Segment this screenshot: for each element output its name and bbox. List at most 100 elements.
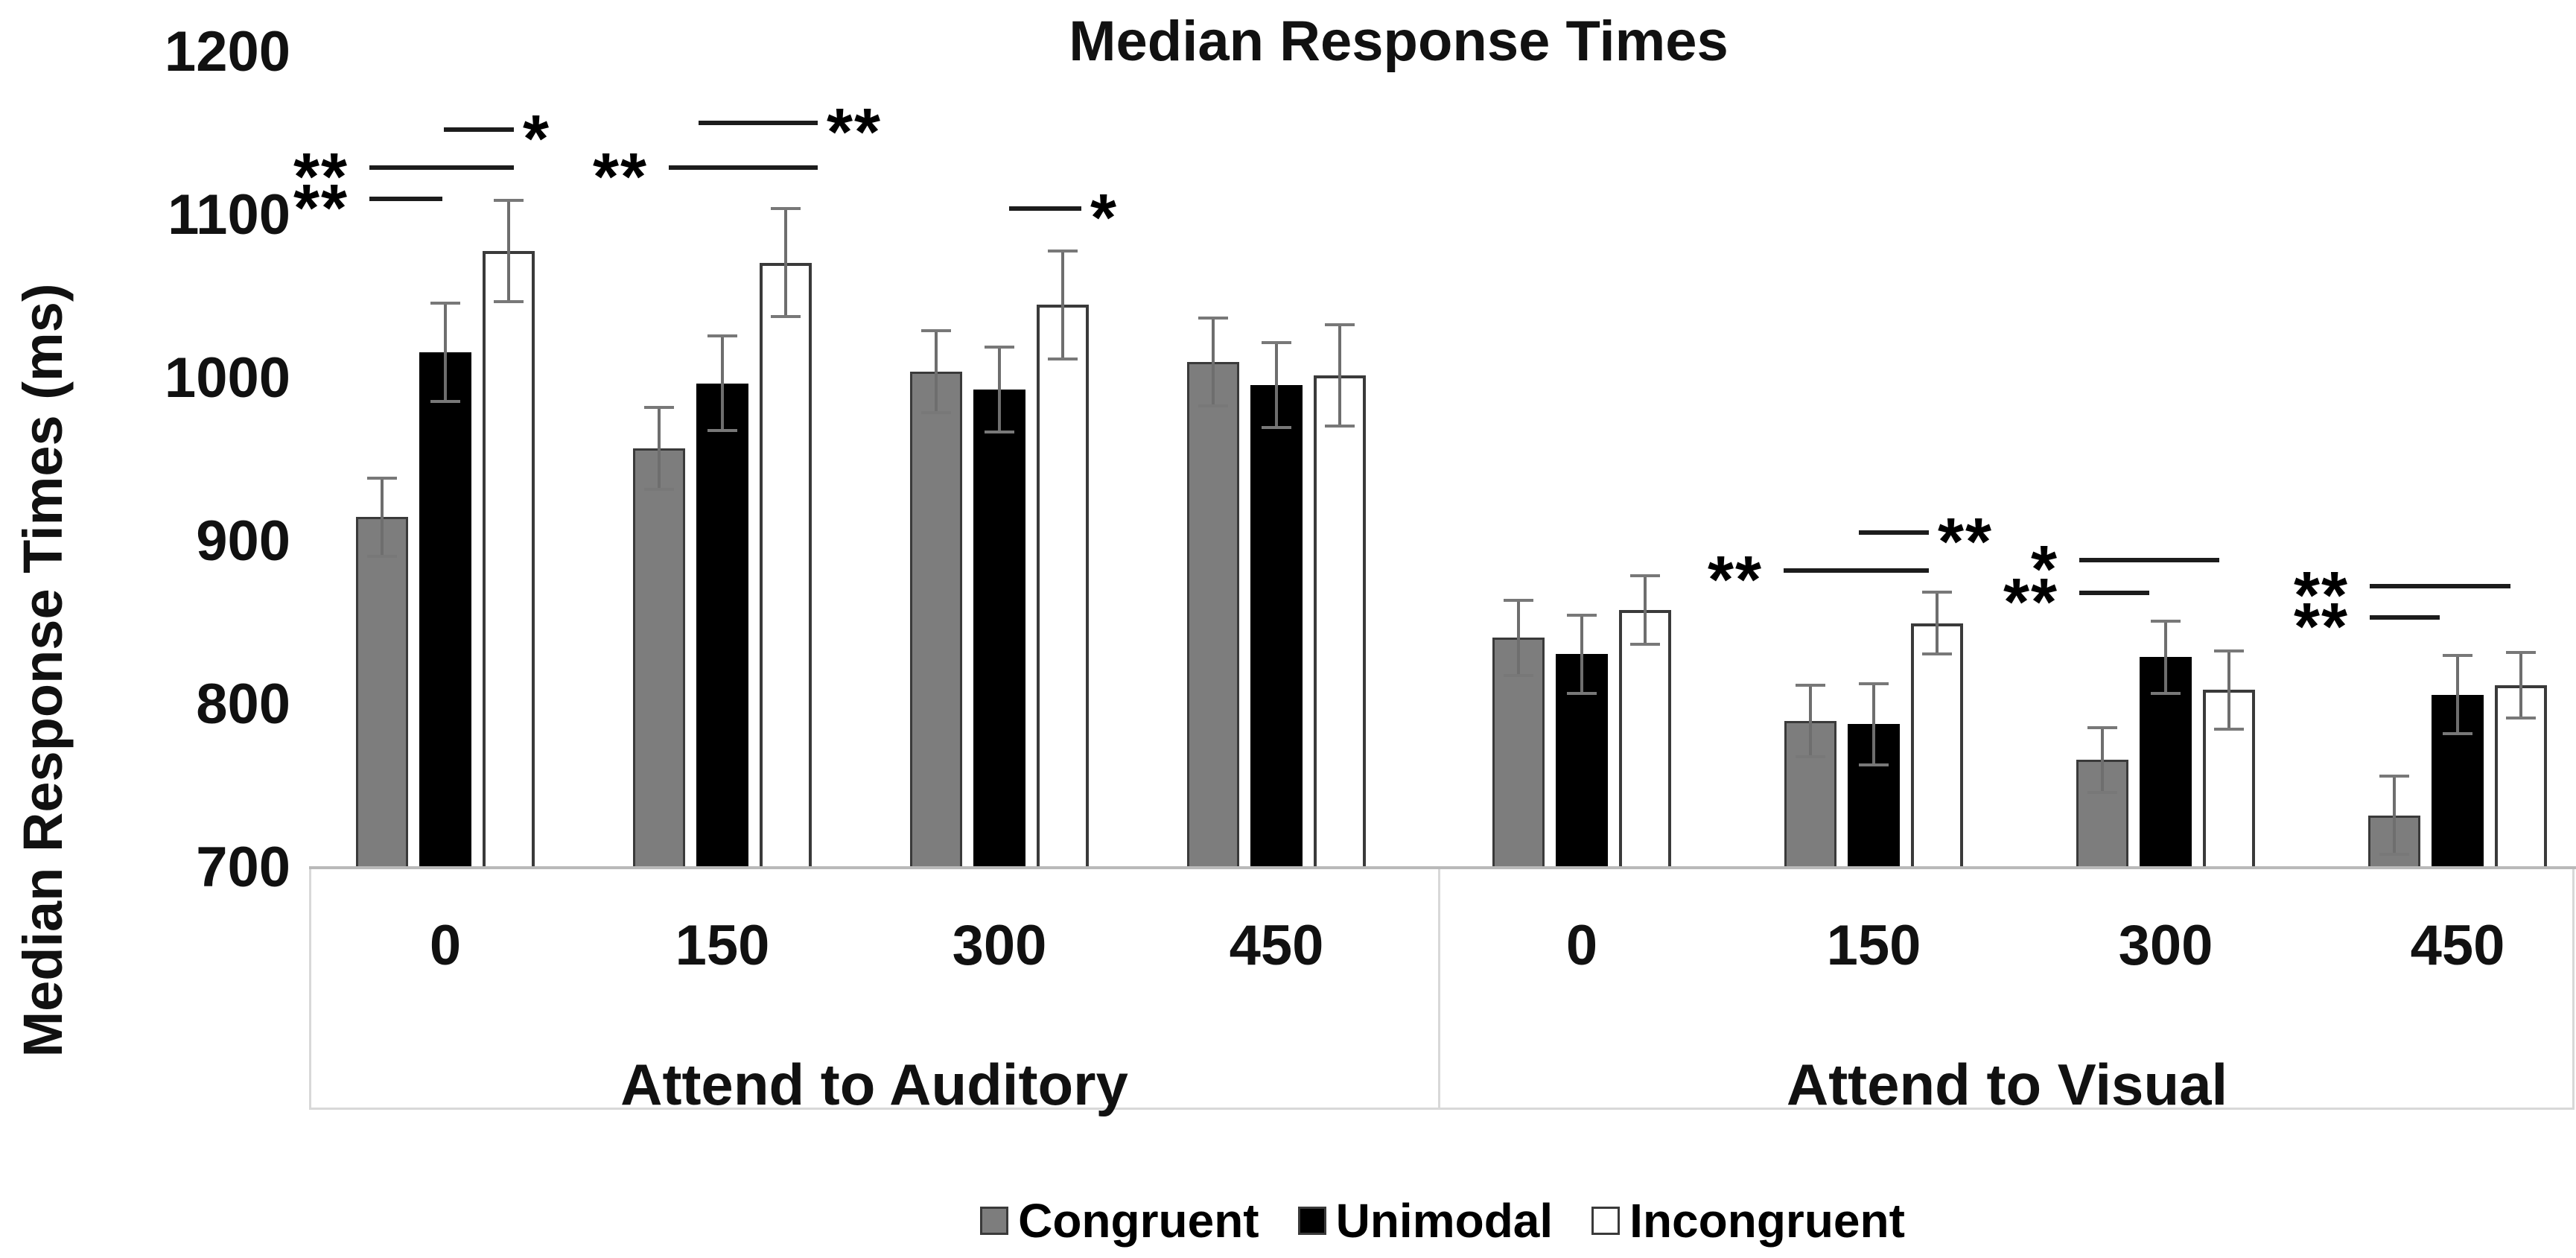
error-bar-congruent-visual-450-cap-bottom	[2379, 853, 2409, 856]
error-bar-unimodal-visual-450-cap-top	[2443, 654, 2472, 657]
significance-star-2: **	[293, 171, 349, 246]
bar-unimodal-auditory-150	[696, 384, 748, 869]
y-axis-title: Median Response Times (ms)	[12, 283, 74, 1058]
error-bar-incongruent-visual-150-cap-top	[1922, 591, 1952, 594]
bar-incongruent-visual-0	[1619, 610, 1671, 869]
error-bar-incongruent-auditory-150-cap-top	[771, 207, 801, 210]
significance-line-8	[2079, 558, 2219, 562]
error-bar-incongruent-auditory-0-cap-bottom	[494, 300, 524, 303]
significance-line-1	[369, 165, 514, 170]
error-bar-unimodal-visual-0-cap-top	[1567, 614, 1597, 617]
legend-item-incongruent: Incongruent	[1591, 1195, 1905, 1247]
error-bar-congruent-auditory-300-cap-top	[921, 329, 951, 332]
x-tick-label-auditory-450: 450	[1229, 914, 1324, 977]
significance-line-9	[2079, 591, 2149, 595]
group-label-visual: Attend to Visual	[1786, 1052, 2228, 1117]
error-bar-unimodal-visual-300-cap-top	[2151, 620, 2181, 623]
bar-unimodal-visual-300	[2140, 657, 2192, 869]
y-tick-label-1100: 1100	[168, 183, 290, 247]
error-bar-unimodal-visual-300	[2164, 621, 2167, 693]
bar-incongruent-auditory-450	[1314, 375, 1366, 869]
error-bar-unimodal-auditory-300	[998, 347, 1001, 432]
error-bar-congruent-visual-0-cap-bottom	[1504, 674, 1533, 677]
group-label-auditory: Attend to Auditory	[620, 1052, 1128, 1117]
error-bar-unimodal-auditory-150-cap-top	[707, 334, 737, 337]
error-bar-unimodal-auditory-450-cap-top	[1262, 341, 1291, 344]
bar-congruent-auditory-150	[633, 448, 685, 869]
x-tick-label-visual-300: 300	[2118, 914, 2213, 977]
error-bar-unimodal-visual-150-cap-top	[1859, 682, 1889, 685]
error-bar-unimodal-auditory-450-cap-bottom	[1262, 426, 1291, 429]
significance-line-3	[699, 121, 818, 125]
significance-line-2	[369, 197, 442, 201]
bar-unimodal-auditory-0	[419, 352, 471, 869]
chart-title: Median Response Times	[1069, 10, 1729, 73]
bar-incongruent-visual-150	[1911, 623, 1963, 869]
error-bar-incongruent-auditory-150	[784, 209, 787, 317]
error-bar-incongruent-auditory-300	[1061, 251, 1064, 359]
significance-line-6	[1859, 530, 1929, 535]
legend-label: Unimodal	[1335, 1194, 1553, 1248]
error-bar-congruent-visual-300	[2101, 728, 2104, 792]
error-bar-congruent-visual-0	[1517, 600, 1520, 676]
error-bar-unimodal-auditory-300-cap-top	[985, 346, 1014, 349]
x-tick-label-visual-450: 450	[2410, 914, 2505, 977]
legend-label: Congruent	[1018, 1194, 1259, 1248]
significance-line-11	[2370, 615, 2440, 620]
category-band-box	[309, 868, 2575, 1110]
error-bar-congruent-auditory-300-cap-bottom	[921, 411, 951, 414]
legend-label: Incongruent	[1629, 1194, 1905, 1248]
error-bar-congruent-auditory-300	[935, 331, 938, 413]
error-bar-congruent-auditory-150-cap-bottom	[644, 488, 674, 491]
significance-star-1: **	[293, 140, 349, 215]
error-bar-congruent-auditory-0-cap-bottom	[367, 555, 397, 558]
significance-star-8: *	[2030, 533, 2058, 607]
bar-unimodal-auditory-300	[973, 390, 1025, 869]
significance-star-5: *	[1090, 181, 1119, 255]
error-bar-congruent-visual-0-cap-top	[1504, 599, 1533, 602]
x-tick-label-auditory-300: 300	[952, 914, 1047, 977]
error-bar-congruent-visual-450-cap-top	[2379, 775, 2409, 778]
error-bar-incongruent-auditory-0-cap-top	[494, 199, 524, 202]
error-bar-unimodal-visual-150	[1872, 684, 1875, 765]
error-bar-unimodal-auditory-150-cap-bottom	[707, 429, 737, 432]
y-tick-label-1000: 1000	[164, 346, 290, 410]
error-bar-incongruent-visual-150-cap-bottom	[1922, 652, 1952, 655]
significance-star-9: **	[2003, 565, 2058, 640]
error-bar-incongruent-visual-0-cap-top	[1630, 574, 1660, 577]
x-axis-line	[309, 866, 2576, 869]
significance-star-11: **	[2293, 590, 2349, 664]
error-bar-incongruent-visual-300	[2227, 651, 2230, 729]
error-bar-unimodal-visual-0	[1580, 615, 1583, 693]
error-bar-unimodal-auditory-450	[1275, 343, 1278, 428]
error-bar-unimodal-visual-450	[2456, 655, 2459, 734]
error-bar-incongruent-visual-450-cap-top	[2506, 651, 2536, 654]
error-bar-unimodal-visual-450-cap-bottom	[2443, 732, 2472, 735]
error-bar-congruent-auditory-450	[1212, 318, 1215, 406]
legend-item-congruent: Congruent	[980, 1195, 1259, 1247]
error-bar-unimodal-auditory-150	[721, 336, 724, 431]
error-bar-congruent-visual-300-cap-top	[2087, 726, 2117, 729]
error-bar-congruent-visual-300-cap-bottom	[2087, 791, 2117, 794]
error-bar-incongruent-visual-150	[1936, 592, 1939, 654]
legend: Congruent Unimodal Incongruent	[309, 1195, 2576, 1247]
bar-congruent-auditory-450	[1187, 362, 1239, 869]
error-bar-incongruent-visual-0	[1644, 576, 1647, 644]
error-bar-incongruent-auditory-450-cap-bottom	[1325, 425, 1355, 428]
error-bar-unimodal-visual-0-cap-bottom	[1567, 692, 1597, 695]
bar-incongruent-auditory-150	[760, 263, 812, 869]
bar-incongruent-auditory-0	[483, 251, 535, 869]
error-bar-congruent-auditory-150-cap-top	[644, 406, 674, 409]
error-bar-unimodal-visual-300-cap-bottom	[2151, 692, 2181, 695]
error-bar-incongruent-auditory-450-cap-top	[1325, 323, 1355, 326]
significance-line-0	[444, 127, 514, 132]
error-bar-congruent-auditory-450-cap-top	[1198, 317, 1228, 320]
error-bar-congruent-auditory-150	[658, 407, 661, 489]
y-tick-label-700: 700	[196, 836, 290, 899]
error-bar-incongruent-auditory-300-cap-bottom	[1048, 358, 1078, 360]
error-bar-incongruent-visual-300-cap-bottom	[2214, 728, 2244, 731]
error-bar-congruent-visual-150	[1809, 685, 1812, 757]
significance-line-10	[2370, 584, 2510, 588]
error-bar-congruent-visual-450	[2393, 776, 2396, 854]
error-bar-congruent-visual-150-cap-top	[1796, 684, 1825, 687]
